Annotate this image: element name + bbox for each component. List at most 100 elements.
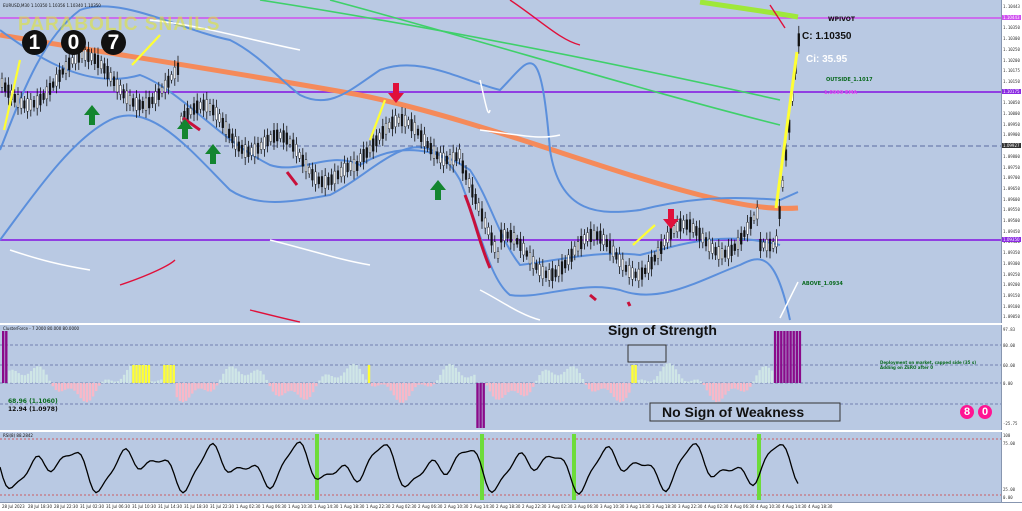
- candle-body: [714, 246, 717, 256]
- rsi-axis-tick: 75.00: [1003, 441, 1016, 446]
- candle-body: [452, 152, 455, 166]
- price-axis-tick: 1.10200: [1003, 57, 1020, 63]
- time-axis-tick: 2 Aug 22:30: [522, 504, 547, 509]
- price-chart-pane[interactable]: EURUSD,M30 1.10350 1.10356 1.10340 1.103…: [0, 0, 1002, 323]
- time-axis-tick: 3 Aug 10:30: [600, 504, 625, 509]
- candle-body: [682, 220, 685, 229]
- oscillator-bar: [215, 383, 219, 386]
- oscillator-axis[interactable]: 97.83 80.00 60.00 0.00 -25.75: [1001, 325, 1022, 430]
- candle-body: [253, 143, 256, 157]
- rsi-highlight-bar: [757, 434, 761, 500]
- candle-body: [576, 241, 580, 252]
- yellow-trend-3: [368, 99, 387, 141]
- sign-strength-box: [627, 344, 667, 363]
- rsi-pane[interactable]: RSI(8) 88.2842: [0, 432, 1002, 502]
- candle-body: [602, 234, 605, 246]
- candle-body: [109, 72, 112, 82]
- time-axis-tick: 4 Aug 14:30: [782, 504, 807, 509]
- oscillator-bar: [73, 383, 76, 391]
- oscillator-bar: [346, 368, 349, 383]
- time-axis[interactable]: 28 Jul 2023 28 Jul 18:30 28 Jul 22:30 31 Ju…: [0, 502, 1022, 511]
- oscillator-bar: [730, 383, 733, 389]
- candle-body: [160, 86, 164, 94]
- oscillator-bar: [85, 383, 89, 403]
- oscillator-bar: [547, 370, 550, 383]
- oscillator-bar: [693, 379, 696, 383]
- oscillator-bar: [374, 383, 377, 387]
- candle-body: [765, 239, 768, 251]
- oscillator-svg: [0, 331, 1002, 428]
- sign-strength-label: Sign of Strength: [608, 322, 717, 338]
- oscillator-bar: [392, 383, 395, 396]
- candle-body: [736, 237, 740, 250]
- oscillator-bar: [98, 383, 101, 386]
- oscillator-bar: [587, 383, 591, 390]
- candle-body: [695, 226, 698, 236]
- price-axis-tick: 1.09800: [1003, 153, 1020, 159]
- outer-envelope-bottom: [479, 289, 541, 321]
- candle-body: [490, 232, 493, 246]
- pane-separator-1[interactable]: [0, 323, 1022, 325]
- pane-separator-2[interactable]: [0, 430, 1022, 432]
- oscillator-bar: [132, 365, 135, 383]
- oscillator-bar: [119, 378, 123, 383]
- up-arrow-icon: [205, 144, 221, 164]
- oscillator-bar: [57, 383, 61, 392]
- oscillator-bar: [243, 375, 247, 383]
- time-axis-tick: 31 Jul 22:30: [210, 504, 234, 509]
- oscillator-bar: [2, 331, 5, 383]
- price-axis-tick: 1.09500: [1003, 218, 1020, 223]
- candle-body: [637, 268, 640, 281]
- candle-body: [759, 238, 762, 252]
- time-axis-tick: 31 Jul 02:30: [80, 504, 104, 509]
- price-axis-tick: 1.09650: [1003, 185, 1020, 191]
- price-axis-tick: 1.09100: [1003, 303, 1020, 309]
- oscillator-bar: [336, 377, 340, 383]
- candle-body: [692, 223, 695, 233]
- oscillator-pane[interactable]: ClusterForce - 7 2000 80.000 80.0000 Sig…: [0, 322, 1002, 430]
- candle-body: [548, 269, 551, 281]
- rsi-axis[interactable]: 100 75.00 25.00 0.00: [1001, 432, 1022, 502]
- oscillator-bar: [296, 383, 299, 395]
- rsi-axis-tick: 25.00: [1003, 487, 1016, 492]
- candle-body: [672, 225, 676, 234]
- candle-body: [148, 97, 151, 109]
- oscillator-bar: [107, 379, 110, 383]
- candle-body: [26, 98, 29, 112]
- oscillator-bar: [135, 365, 138, 383]
- candle-body: [186, 107, 189, 121]
- time-axis-tick: 28 Jul 2023: [2, 504, 25, 509]
- price-axis-tick: 1.09950: [1003, 121, 1020, 127]
- osc-axis-tick: 97.83: [1003, 327, 1016, 332]
- oscillator-bar: [631, 365, 634, 383]
- price-axis-tick: 1.09050: [1003, 314, 1020, 320]
- candle-body: [599, 230, 602, 244]
- candle-body: [36, 95, 39, 109]
- candle-body: [103, 63, 106, 74]
- oscillator-bar: [175, 383, 178, 398]
- oscillator-bar: [581, 378, 585, 383]
- candle-body: [42, 93, 45, 100]
- oscillator-bar: [271, 383, 275, 392]
- oscillator-bar: [749, 383, 752, 387]
- price-axis-tick: 1.10350: [1003, 25, 1020, 31]
- candle-body: [205, 99, 208, 113]
- price-axis[interactable]: 1.104431.103951.103501.103001.102501.102…: [1001, 0, 1022, 323]
- candle-body: [295, 144, 298, 157]
- outer-envelope-low2: [9, 249, 91, 271]
- candle-body: [781, 180, 784, 188]
- symbol-info: EURUSD,M30 1.10350 1.10356 1.10340 1.103…: [3, 3, 101, 8]
- candle-body: [272, 130, 276, 143]
- candle-body: [487, 226, 490, 236]
- oscillator-bar: [584, 383, 588, 385]
- candle-body: [122, 89, 125, 99]
- rsi-highlight-bar: [315, 434, 319, 500]
- oscillator-bar: [622, 383, 625, 402]
- oscillator-bar: [501, 383, 504, 398]
- oscillator-bar: [773, 331, 777, 383]
- candle-body: [228, 128, 231, 138]
- candle-body: [647, 261, 650, 274]
- oscillator-bar: [153, 381, 157, 383]
- candle-body: [119, 85, 122, 95]
- oscillator-bar: [718, 383, 721, 402]
